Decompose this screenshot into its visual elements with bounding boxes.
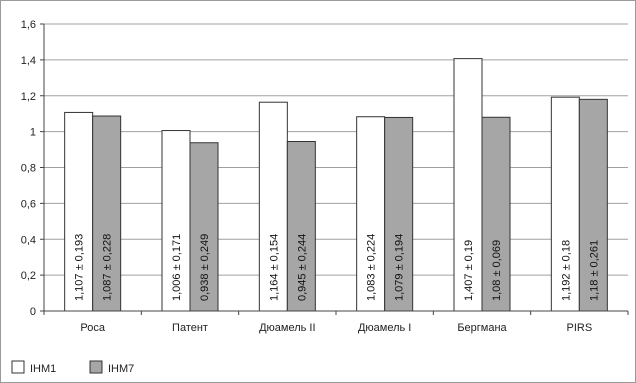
bar-ihm7 [286,140,316,312]
data-label: 0,938 ± 0,249 [199,234,211,301]
bar-ihm7 [481,116,511,312]
data-label: 1,192 ± 0,18 [560,240,572,301]
grid [44,23,628,276]
legend: IHM1 IHM7 [11,360,134,375]
bar-ihm7 [189,142,219,312]
x-category-label: Дюамель I [358,322,411,334]
x-category-label: Бергмана [457,322,507,334]
y-tick-label: 0 [30,306,36,318]
bar-ihm1 [356,116,386,312]
data-label: 1,083 ± 0,224 [366,234,378,301]
data-label: 1,164 ± 0,154 [268,234,280,301]
x-category-label: Патент [172,322,208,334]
y-tick-label: 1,2 [21,91,36,103]
bar-ihm1 [258,101,288,312]
bar-ihm7 [92,115,122,312]
y-tick-label: 1,4 [21,55,36,67]
data-label: 1,006 ± 0,171 [171,234,183,301]
y-tick-label: 1,6 [21,19,36,31]
x-category-label: Роса [80,322,105,334]
y-tick-label: 0,6 [21,198,36,210]
data-label: 1,08 ± 0,069 [491,240,503,301]
data-label: 1,079 ± 0,194 [394,234,406,301]
legend-swatch-ihm1 [11,360,25,374]
x-category-label: PIRS [566,322,592,334]
data-label: 0,945 ± 0,244 [296,234,308,301]
bar-ihm1 [453,58,483,312]
bar-ihm1 [161,130,191,312]
y-tick-label: 1 [30,127,36,139]
y-tick-label: 0,8 [21,163,36,175]
y-tick-label: 0,4 [21,234,36,246]
bars: 1,107 ± 0,193 1,087 ± 0,228 1,006 ± 0,171 0… [64,58,608,312]
data-label: 1,087 ± 0,228 [102,234,114,301]
data-label: 1,107 ± 0,193 [74,234,86,301]
legend-label-ihm1: IHM1 [30,363,56,375]
y-tick-label: 0,2 [21,270,36,282]
x-category-label: Дюамель II [259,322,315,334]
bar-ihm1 [550,96,580,312]
axes: 0 0,2 0,4 0,6 0,8 1 1,2 1,4 1,6 Роса Патент Дюамель… [21,19,629,334]
data-label: 1,407 ± 0,19 [463,240,475,301]
bar-ihm7 [384,116,414,312]
bar-ihm7 [578,98,608,312]
legend-swatch-ihm7 [89,360,103,374]
data-label: 1,18 ± 0,261 [588,240,600,301]
legend-label-ihm7: IHM7 [108,363,134,375]
